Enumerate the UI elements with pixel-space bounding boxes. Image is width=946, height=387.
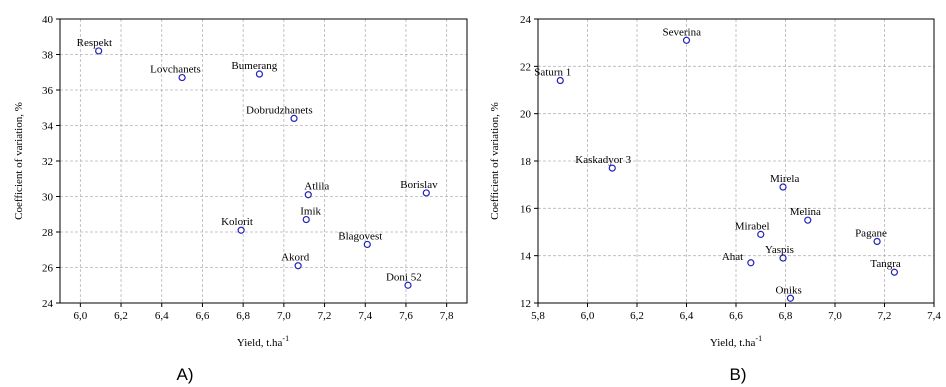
x-axis-label-superscript: -1 <box>282 334 289 343</box>
x-tick-label: 7,0 <box>828 310 842 322</box>
x-tick-label: 6,6 <box>196 310 210 322</box>
y-axis-label: Coefficient of variation, % <box>13 102 25 220</box>
data-point <box>757 230 765 238</box>
data-point <box>804 216 812 224</box>
y-tick-label: 12 <box>520 298 531 310</box>
y-tick-label: 36 <box>42 85 54 97</box>
x-tick-label: 6,4 <box>680 310 694 322</box>
data-point <box>779 254 787 262</box>
point-label: Atlila <box>304 181 329 193</box>
point-label: Kaskadyor 3 <box>575 154 631 166</box>
x-tick-label: 6,2 <box>630 310 644 322</box>
x-tick-label: 6,0 <box>581 310 595 322</box>
data-point <box>237 226 245 234</box>
point-label: Lovchanets <box>150 64 201 76</box>
point-label: Oniks <box>775 284 801 296</box>
point-label: Tangra <box>870 258 900 270</box>
point-label: Kolorit <box>221 216 253 228</box>
data-point <box>608 164 616 172</box>
point-label: Saturn 1 <box>534 67 571 79</box>
y-axis-label: Coefficient of variation, % <box>489 102 501 220</box>
point-label: Yaspis <box>765 244 794 256</box>
panel-label: A) <box>177 365 194 384</box>
x-tick-label: 7,8 <box>440 310 454 322</box>
data-point <box>747 259 755 267</box>
x-tick-label: 7,4 <box>927 310 941 322</box>
point-label: Imik <box>300 206 321 218</box>
y-tick-label: 32 <box>42 156 53 168</box>
y-tick-label: 16 <box>520 203 532 215</box>
data-point <box>556 76 564 85</box>
point-label: Mirela <box>770 173 799 185</box>
y-tick-label: 40 <box>42 14 54 26</box>
chart-b: 5,8 6,0 6,2 6,4 6,6 6,8 7,0 7,2 7,4 12 14 16 18 20 22 2… <box>489 14 941 384</box>
data-point <box>302 215 310 224</box>
y-tick-label: 30 <box>42 192 54 204</box>
data-point <box>682 36 691 44</box>
y-tick-label: 34 <box>42 121 54 133</box>
y-tick-label: 18 <box>520 156 532 168</box>
x-tick-label: 6,2 <box>114 310 128 322</box>
x-tick-label: 7,6 <box>399 310 413 322</box>
x-axis-label-superscript: -1 <box>755 334 762 343</box>
x-tick-label: 7,2 <box>318 310 332 322</box>
data-point <box>294 262 302 270</box>
x-tick-label: 6,6 <box>729 310 743 322</box>
x-tick-label: 6,8 <box>236 310 250 322</box>
point-label: Dobrudzhanets <box>246 104 313 116</box>
point-label: Borislav <box>400 179 438 191</box>
point-label: Blagovest <box>338 230 382 242</box>
x-axis-label: Yield, t.ha-1 <box>237 334 289 349</box>
y-tick-label: 38 <box>42 50 54 62</box>
x-tick-label: 6,0 <box>73 310 87 322</box>
chart-a: 6,0 6,2 6,4 6,6 6,8 7,0 7,2 7,4 7,6 7,8 24 26 28 30 32… <box>13 14 468 384</box>
x-tick-label: 7,4 <box>358 310 372 322</box>
panel-label: B) <box>730 365 747 384</box>
point-label: Akord <box>281 252 310 264</box>
data-point <box>779 183 787 191</box>
data-point <box>422 189 430 197</box>
data-point <box>890 268 899 276</box>
x-tick-label: 5,8 <box>531 310 545 322</box>
y-tick-label: 28 <box>42 227 54 239</box>
point-label: Pagane <box>855 227 887 239</box>
point-label: Mirabel <box>735 220 770 232</box>
data-point <box>873 237 881 246</box>
y-tick-label: 20 <box>520 109 532 121</box>
data-point <box>363 240 371 249</box>
data-point <box>786 294 795 302</box>
y-tick-label: 22 <box>520 61 531 73</box>
x-tick-label: 6,4 <box>155 310 169 322</box>
x-axis-label: Yield, t.ha-1 <box>710 334 762 349</box>
point-label: Respekt <box>77 37 112 49</box>
data-point <box>404 281 412 289</box>
y-tick-label: 14 <box>520 251 532 263</box>
y-tick-label: 24 <box>520 14 532 26</box>
point-label: Severina <box>663 26 702 38</box>
point-label: Ahat <box>722 251 743 263</box>
data-point <box>95 47 103 55</box>
y-tick-label: 24 <box>42 298 54 310</box>
x-tick-label: 6,8 <box>779 310 793 322</box>
y-tick-label: 26 <box>42 263 54 275</box>
point-label: Bumerang <box>231 60 277 72</box>
data-point <box>290 114 298 123</box>
point-label: Melina <box>790 206 821 218</box>
point-label: Doni 52 <box>386 271 422 283</box>
data-point <box>255 70 264 78</box>
x-tick-label: 7,2 <box>878 310 892 322</box>
data-point <box>304 191 312 199</box>
data-point <box>178 73 186 82</box>
x-tick-label: 7,0 <box>277 310 291 322</box>
